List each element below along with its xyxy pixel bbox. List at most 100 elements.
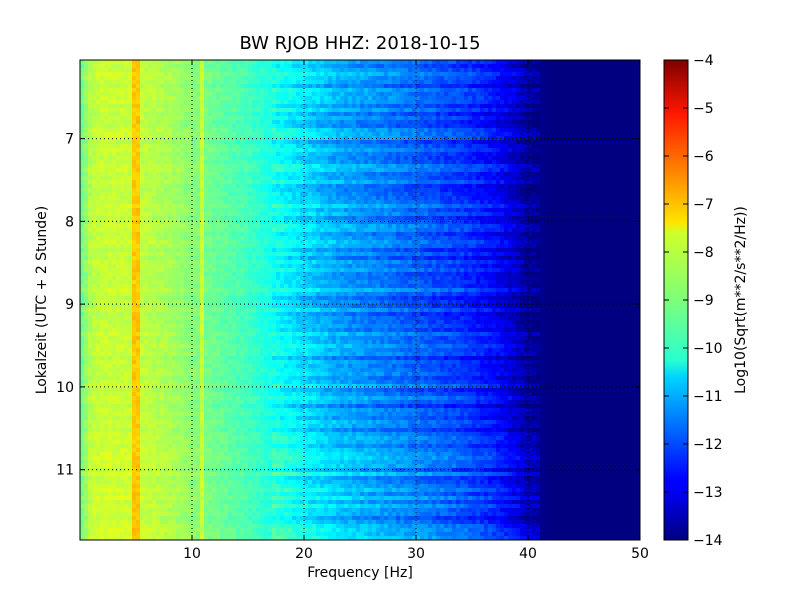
heatmap-cell [212,172,217,177]
heatmap-cell [144,156,149,161]
heatmap-cell [108,156,113,161]
heatmap-cell [352,120,357,125]
heatmap-cell [260,112,265,117]
heatmap-cell [272,144,277,149]
heatmap-cell [264,108,269,113]
heatmap-cell [312,120,317,125]
heatmap-cell [204,60,209,65]
heatmap-cell [236,92,241,97]
heatmap-cell [340,152,345,157]
heatmap-cell [92,60,97,65]
heatmap-cell [536,196,541,201]
heatmap-cell [376,132,381,137]
heatmap-cell [448,196,453,201]
heatmap-cell [448,176,453,181]
heatmap-cell [360,84,365,89]
heatmap-cell [612,164,617,169]
heatmap-cell [112,80,117,85]
heatmap-cell [484,160,489,165]
heatmap-cell [588,180,593,185]
heatmap-cell [328,88,333,93]
heatmap-cell [592,112,597,117]
heatmap-cell [612,136,617,141]
heatmap-cell [240,180,245,185]
heatmap-cell [428,196,433,201]
heatmap-cell [280,96,285,101]
heatmap-cell [432,148,437,153]
heatmap-cell [264,84,269,89]
heatmap-cell [260,120,265,125]
heatmap-cell [396,108,401,113]
heatmap-cell [584,132,589,137]
heatmap-cell [548,144,553,149]
heatmap-cell [296,176,301,181]
heatmap-cell [456,108,461,113]
heatmap-cell [520,176,525,181]
heatmap-cell [624,172,629,177]
heatmap-cell [140,200,145,205]
heatmap-cell [460,180,465,185]
heatmap-cell [520,152,525,157]
heatmap-cell [160,92,165,97]
heatmap-cell [504,148,509,153]
heatmap-cell [524,180,529,185]
heatmap-cell [436,184,441,189]
heatmap-cell [472,100,477,105]
heatmap-cell [416,92,421,97]
heatmap-cell [132,184,137,189]
heatmap-cell [580,60,585,65]
heatmap-cell [472,80,477,85]
heatmap-cell [560,76,565,81]
heatmap-cell [528,172,533,177]
heatmap-cell [632,136,637,141]
heatmap-cell [612,80,617,85]
heatmap-cell [516,140,521,145]
heatmap-cell [612,160,617,165]
heatmap-cell [504,88,509,93]
heatmap-cell [220,104,225,109]
heatmap-cell [376,140,381,145]
heatmap-cell [396,196,401,201]
heatmap-cell [304,64,309,69]
heatmap-cell [536,124,541,129]
heatmap-cell [332,104,337,109]
heatmap-cell [244,132,249,137]
heatmap-cell [284,112,289,117]
heatmap-cell [440,60,445,65]
heatmap-cell [340,72,345,77]
heatmap-cell [572,148,577,153]
heatmap-cell [584,184,589,189]
heatmap-cell [624,60,629,65]
heatmap-cell [492,104,497,109]
heatmap-cell [624,92,629,97]
heatmap-cell [288,120,293,125]
heatmap-cell [488,84,493,89]
heatmap-cell [144,172,149,177]
heatmap-cell [432,164,437,169]
heatmap-cell [400,196,405,201]
heatmap-cell [116,188,121,193]
heatmap-cell [184,184,189,189]
heatmap-cell [412,80,417,85]
heatmap-cell [600,156,605,161]
heatmap-cell [624,96,629,101]
heatmap-cell [244,180,249,185]
heatmap-cell [556,136,561,141]
heatmap-cell [296,104,301,109]
heatmap-cell [596,92,601,97]
heatmap-cell [168,112,173,117]
heatmap-cell [556,84,561,89]
heatmap-cell [352,112,357,117]
heatmap-cell [260,92,265,97]
heatmap-cell [344,60,349,65]
heatmap-cell [312,184,317,189]
heatmap-cell [356,84,361,89]
heatmap-cell [164,172,169,177]
heatmap-cell [628,160,633,165]
heatmap-cell [568,84,573,89]
heatmap-cell [432,188,437,193]
heatmap-cell [596,192,601,197]
heatmap-cell [144,100,149,105]
heatmap-cell [528,136,533,141]
heatmap-cell [408,184,413,189]
